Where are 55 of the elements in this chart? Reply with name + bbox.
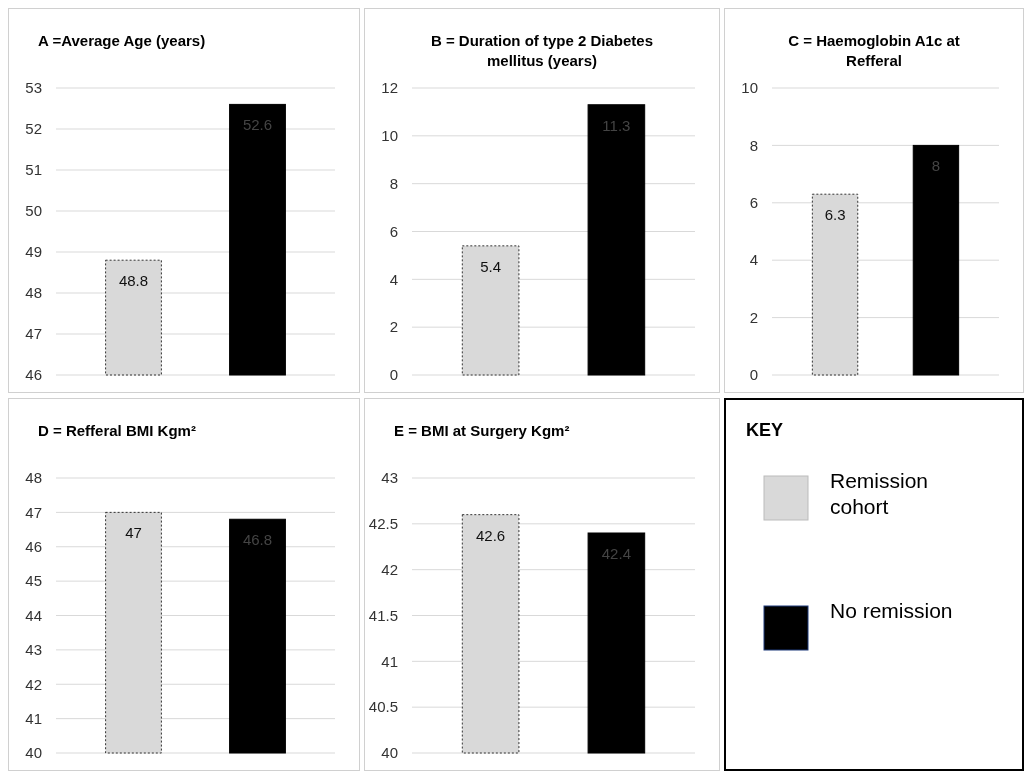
y-tick-label: 44 bbox=[25, 606, 42, 624]
chart-title: E = BMI at Surgery Kgm² bbox=[394, 422, 570, 439]
data-label: 5.4 bbox=[480, 257, 502, 275]
data-label: 42.4 bbox=[601, 545, 631, 562]
y-tick-label: 48 bbox=[25, 469, 42, 487]
y-tick-label: 6 bbox=[389, 222, 398, 240]
y-tick-label: 40 bbox=[381, 744, 398, 762]
y-tick-label: 12 bbox=[381, 79, 398, 97]
y-tick-label: 42.5 bbox=[368, 515, 398, 533]
chart-title: C = Haemoglobin A1c at Refferal bbox=[788, 32, 960, 69]
y-tick-label: 42 bbox=[25, 675, 42, 693]
y-tick-label: 43 bbox=[25, 641, 42, 659]
data-label: 46.8 bbox=[242, 531, 273, 549]
y-tick-label: 2 bbox=[389, 318, 398, 336]
data-label: 48.8 bbox=[118, 272, 149, 290]
y-tick-label: 46 bbox=[25, 538, 42, 555]
y-tick-label: 52 bbox=[25, 120, 42, 138]
data-label: 52.6 bbox=[242, 116, 273, 134]
y-tick-label: 46 bbox=[25, 366, 42, 384]
y-tick-label: 0 bbox=[749, 366, 758, 384]
chart-title: D = Refferal BMI Kgm² bbox=[38, 422, 196, 439]
data-label: 6.3 bbox=[824, 206, 846, 224]
chart-title: A =Average Age (years) bbox=[38, 32, 206, 49]
y-tick-label: 2 bbox=[749, 308, 758, 326]
y-tick-label: 42 bbox=[381, 560, 398, 578]
data-label: 42.6 bbox=[476, 526, 506, 544]
y-tick-label: 48 bbox=[25, 284, 42, 302]
y-tick-label: 47 bbox=[25, 325, 42, 343]
y-tick-label: 10 bbox=[381, 127, 398, 145]
y-tick-label: 45 bbox=[25, 572, 42, 590]
y-tick-label: 53 bbox=[25, 79, 42, 97]
category-label: No remission bbox=[830, 599, 953, 622]
y-tick-label: 4 bbox=[389, 270, 398, 288]
y-tick-label: 6 bbox=[749, 194, 758, 212]
y-tick-label: 43 bbox=[381, 469, 398, 487]
data-label: 11.3 bbox=[602, 116, 631, 134]
y-tick-label: 41 bbox=[25, 709, 42, 727]
y-tick-label: 4 bbox=[749, 251, 758, 269]
text: KEY bbox=[746, 420, 784, 440]
y-tick-label: 40 bbox=[25, 744, 42, 762]
y-tick-label: 51 bbox=[25, 161, 42, 179]
y-tick-label: 8 bbox=[389, 174, 398, 192]
y-tick-label: 47 bbox=[25, 503, 42, 521]
y-tick-label: 40.5 bbox=[368, 698, 398, 716]
y-tick-label: 0 bbox=[389, 366, 398, 384]
category-label: Remission cohort bbox=[830, 469, 929, 518]
data-label: 47 bbox=[125, 524, 142, 542]
y-tick-label: 49 bbox=[25, 243, 42, 261]
y-tick-label: 10 bbox=[741, 79, 758, 97]
y-tick-label: 41.5 bbox=[368, 606, 398, 624]
y-tick-label: 8 bbox=[749, 136, 758, 154]
y-tick-label: 50 bbox=[25, 202, 42, 220]
data-label: 8 bbox=[931, 157, 941, 175]
chart-title: B = Duration of type 2 Diabetes mellitus (years) bbox=[430, 32, 654, 69]
y-tick-label: 41 bbox=[381, 652, 398, 670]
